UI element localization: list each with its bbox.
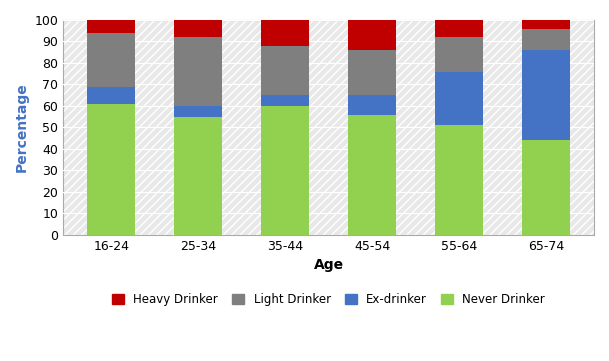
- Bar: [174, 37, 222, 106]
- Y-axis label: Percentage: Percentage: [15, 83, 29, 172]
- Bar: [88, 33, 135, 87]
- Bar: [348, 114, 396, 235]
- Bar: [348, 20, 396, 50]
- Bar: [435, 125, 483, 235]
- Bar: [261, 95, 309, 106]
- Bar: [261, 20, 309, 46]
- Bar: [174, 20, 222, 37]
- Bar: [435, 71, 483, 125]
- Bar: [348, 95, 396, 114]
- Bar: [88, 104, 135, 235]
- Bar: [88, 87, 135, 104]
- Bar: [88, 20, 135, 33]
- Bar: [522, 20, 570, 29]
- X-axis label: Age: Age: [314, 258, 343, 272]
- Bar: [261, 106, 309, 235]
- Bar: [261, 46, 309, 95]
- Bar: [435, 37, 483, 71]
- Bar: [63, 20, 594, 235]
- Bar: [174, 106, 222, 117]
- Legend: Heavy Drinker, Light Drinker, Ex-drinker, Never Drinker: Heavy Drinker, Light Drinker, Ex-drinker…: [107, 288, 550, 310]
- Bar: [348, 50, 396, 95]
- Bar: [174, 117, 222, 235]
- Bar: [522, 50, 570, 140]
- Bar: [522, 140, 570, 235]
- Bar: [435, 20, 483, 37]
- Bar: [522, 29, 570, 50]
